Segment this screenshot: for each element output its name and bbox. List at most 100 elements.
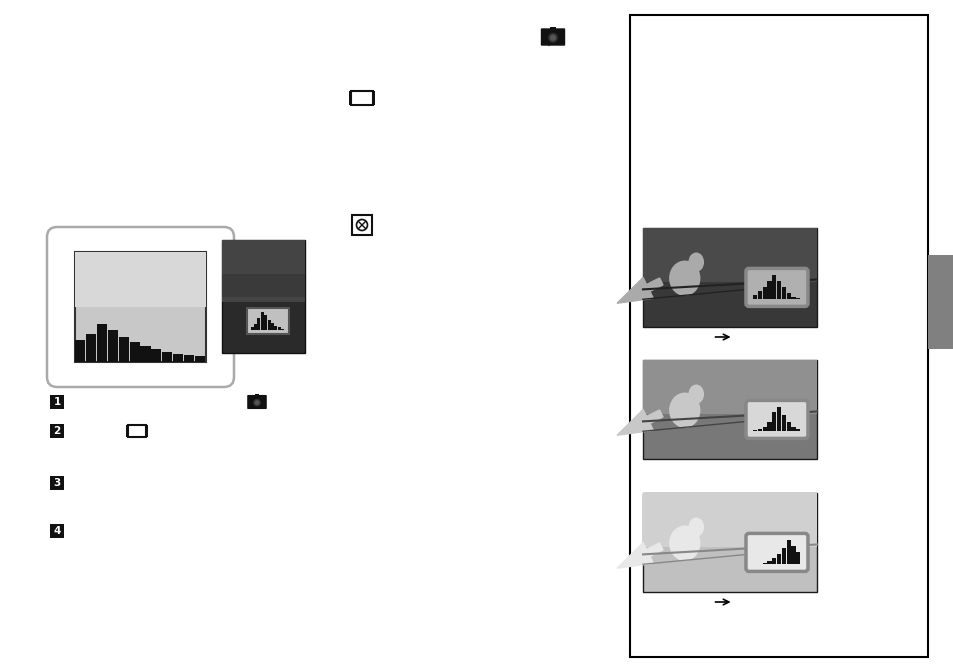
- Bar: [349, 91, 351, 106]
- Bar: [796, 429, 800, 431]
- Bar: [796, 298, 800, 300]
- Bar: [351, 91, 373, 106]
- Bar: [642, 228, 816, 282]
- Bar: [761, 288, 766, 300]
- Text: 4: 4: [53, 526, 61, 536]
- Bar: [50, 424, 64, 438]
- Bar: [771, 558, 776, 564]
- Bar: [50, 395, 64, 409]
- Bar: [75, 340, 85, 362]
- Bar: [274, 326, 277, 331]
- Bar: [75, 252, 206, 362]
- Bar: [194, 356, 205, 362]
- Bar: [251, 327, 253, 331]
- Text: 3: 3: [53, 478, 61, 488]
- Ellipse shape: [688, 517, 703, 537]
- Bar: [277, 327, 280, 331]
- Bar: [97, 324, 107, 362]
- Bar: [162, 352, 172, 362]
- FancyBboxPatch shape: [745, 534, 807, 571]
- Bar: [791, 546, 795, 564]
- Text: ⚑: ⚑: [542, 30, 562, 50]
- Bar: [629, 15, 927, 657]
- Bar: [352, 215, 372, 235]
- Bar: [268, 320, 271, 331]
- Bar: [796, 552, 800, 564]
- Bar: [222, 240, 305, 302]
- Ellipse shape: [688, 384, 703, 404]
- Bar: [257, 319, 260, 331]
- Ellipse shape: [668, 392, 700, 428]
- Bar: [130, 342, 139, 362]
- Circle shape: [254, 401, 259, 405]
- Bar: [222, 240, 305, 353]
- Bar: [75, 252, 206, 307]
- Bar: [642, 493, 816, 592]
- FancyBboxPatch shape: [540, 28, 564, 46]
- FancyArrow shape: [617, 278, 662, 303]
- Bar: [146, 425, 148, 437]
- Bar: [247, 308, 289, 335]
- FancyBboxPatch shape: [47, 227, 233, 387]
- Bar: [791, 427, 795, 431]
- Bar: [771, 412, 776, 431]
- Bar: [766, 561, 771, 564]
- Circle shape: [253, 398, 260, 407]
- Bar: [757, 292, 761, 300]
- Bar: [786, 540, 790, 564]
- Bar: [771, 276, 776, 300]
- Bar: [757, 429, 761, 431]
- Bar: [118, 337, 129, 362]
- Bar: [766, 422, 771, 431]
- Bar: [776, 554, 781, 564]
- Bar: [173, 354, 183, 362]
- FancyArrow shape: [617, 409, 662, 435]
- Bar: [642, 360, 816, 459]
- Bar: [373, 91, 375, 106]
- Circle shape: [549, 35, 556, 41]
- Bar: [642, 360, 816, 415]
- FancyBboxPatch shape: [247, 395, 267, 409]
- Bar: [761, 427, 766, 431]
- Bar: [281, 329, 284, 331]
- Bar: [86, 334, 96, 362]
- Bar: [128, 425, 146, 437]
- Text: 1: 1: [53, 397, 61, 407]
- FancyBboxPatch shape: [745, 401, 807, 438]
- Bar: [761, 563, 766, 564]
- Bar: [752, 430, 757, 431]
- FancyArrow shape: [617, 542, 662, 569]
- Bar: [108, 330, 117, 362]
- Bar: [786, 293, 790, 300]
- Bar: [550, 26, 556, 30]
- Bar: [253, 325, 256, 331]
- Ellipse shape: [668, 261, 700, 296]
- Circle shape: [548, 33, 558, 42]
- Bar: [642, 228, 816, 327]
- Bar: [140, 346, 151, 362]
- Bar: [781, 415, 785, 431]
- Bar: [791, 297, 795, 300]
- Bar: [264, 315, 267, 331]
- Bar: [752, 296, 757, 300]
- FancyBboxPatch shape: [745, 268, 807, 306]
- Bar: [184, 355, 194, 362]
- Bar: [254, 394, 259, 396]
- Bar: [776, 407, 781, 431]
- Bar: [50, 476, 64, 490]
- Bar: [152, 349, 161, 362]
- Bar: [786, 422, 790, 431]
- Bar: [50, 524, 64, 538]
- Bar: [766, 281, 771, 300]
- Bar: [776, 281, 781, 300]
- Bar: [271, 323, 274, 331]
- Bar: [222, 274, 305, 296]
- Ellipse shape: [688, 253, 703, 271]
- Text: 2: 2: [53, 426, 61, 436]
- Bar: [781, 548, 785, 564]
- Bar: [260, 312, 264, 331]
- Bar: [781, 288, 785, 300]
- Bar: [642, 493, 816, 548]
- Bar: [126, 425, 128, 437]
- Bar: [927, 255, 953, 349]
